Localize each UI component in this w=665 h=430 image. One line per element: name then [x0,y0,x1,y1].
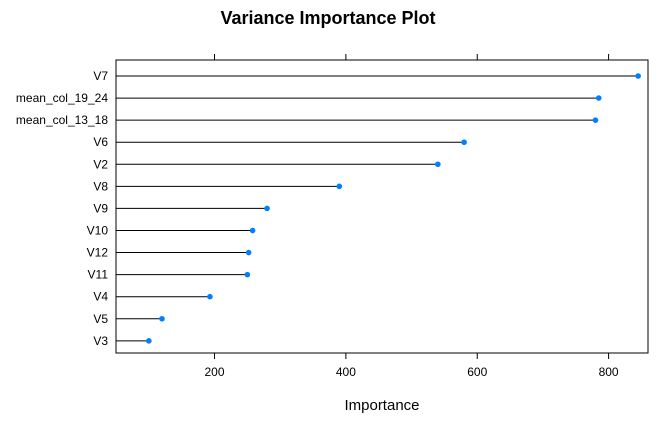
x-tick-label-200: 200 [205,365,225,379]
data-point-v5 [159,315,165,322]
category-label-v3: V3 [93,334,108,348]
data-point-v3 [146,338,152,344]
data-point-v7 [635,73,641,79]
category-label-mean-col-19-24: mean_col_19_24 [16,91,108,105]
data-point-v6 [461,139,467,146]
category-label-v5: V5 [93,312,108,326]
data-point-v4 [207,293,213,300]
x-axis-label: Importance [344,397,419,414]
data-point-mean-col-19-24 [595,95,602,101]
category-label-v4: V4 [93,290,108,304]
x-tick-label-600: 600 [467,365,487,379]
plot-frame [115,59,649,354]
data-point-v12 [245,249,252,256]
chart-title: Variance Importance Plot [220,8,435,28]
category-label-mean-col-13-18: mean_col_13_18 [16,113,108,127]
data-point-v8 [336,183,343,190]
category-labels: V7 mean_col_19_24 mean_col_13_18 V6 V2 V8 V9 V1… [16,69,108,348]
data-point-v10 [249,227,256,234]
data-point-v11 [244,271,251,278]
data-point-mean-col-13-18 [592,117,599,123]
x-tick-label-800: 800 [599,365,619,379]
dot-series [116,73,641,344]
bottom-axis-ticks [214,353,610,359]
category-label-v6: V6 [93,135,108,149]
x-tick-label-400: 400 [336,365,356,379]
category-label-v12: V12 [87,246,109,260]
category-label-v2: V2 [93,157,108,171]
category-label-v8: V8 [93,179,108,193]
data-point-v2 [435,161,441,168]
category-label-v11: V11 [88,268,109,282]
top-axis-ticks [214,54,610,60]
category-label-v7: V7 [93,69,108,83]
category-label-v9: V9 [93,201,108,215]
data-point-v9 [264,205,270,212]
category-label-v10: V10 [87,223,109,237]
x-tick-labels: 200 400 600 800 [205,365,619,379]
